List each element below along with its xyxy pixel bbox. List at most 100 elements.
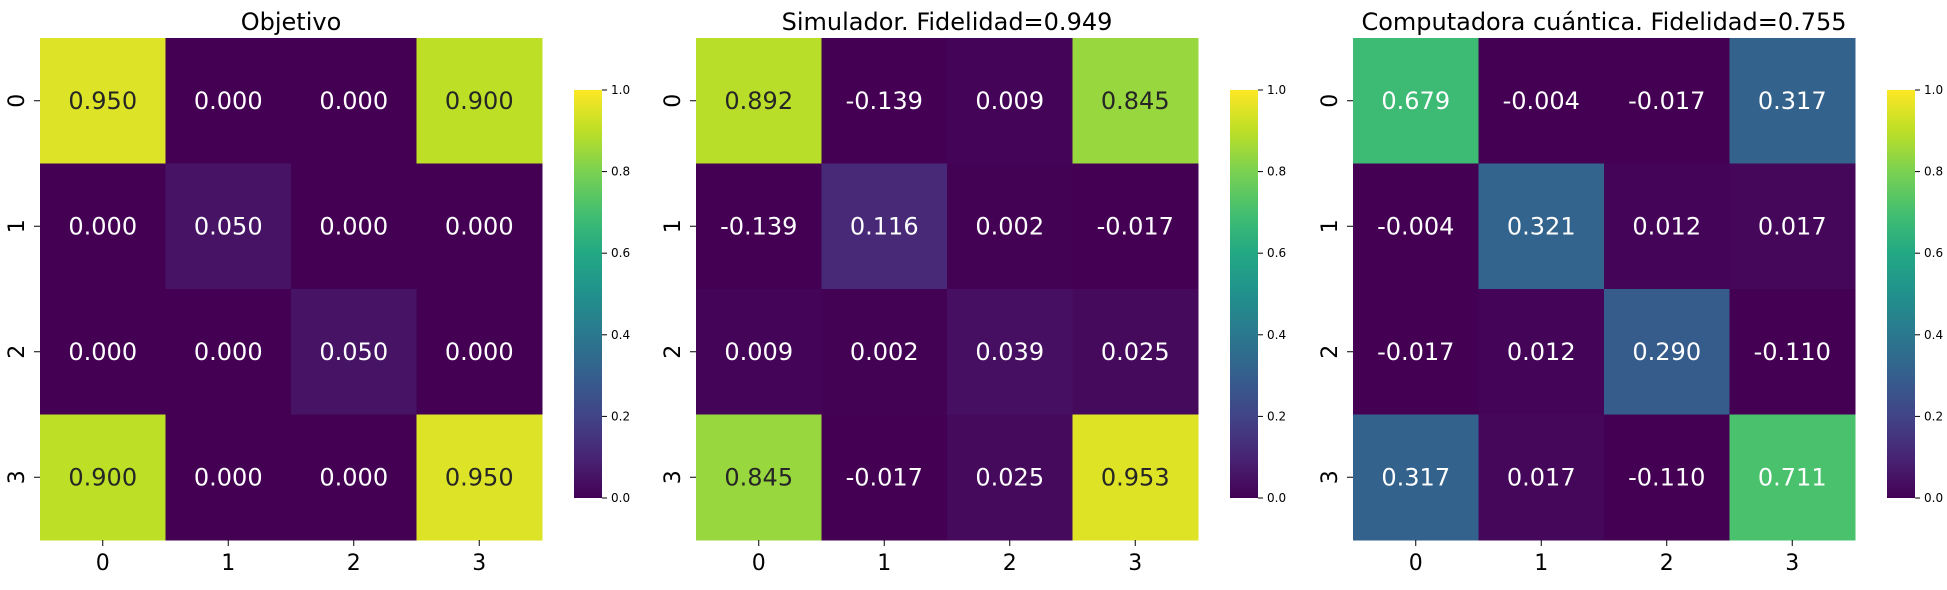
- cell-value-label: 0.892: [724, 87, 793, 115]
- colorbar-tick-label: 0.2: [1924, 409, 1943, 423]
- heatmap-cell: [291, 38, 417, 164]
- x-tick-label: 1: [877, 551, 891, 576]
- cell-value-label: 0.009: [975, 87, 1044, 115]
- colorbar-tick-label: 0.0: [1924, 491, 1943, 505]
- x-tick-label: 2: [1660, 551, 1674, 576]
- heatmap-cell: [1478, 163, 1605, 290]
- x-tick-label: 1: [221, 551, 235, 576]
- heatmap-panel-1: Simulador. Fidelidad=0.949 0.892 -0.139 0.0…: [661, 8, 1286, 576]
- heatmap-cell: [1478, 289, 1605, 415]
- heatmap-cell: [1478, 38, 1605, 164]
- y-tick-label: 2: [5, 345, 30, 359]
- heatmap-cell: [416, 163, 543, 290]
- colorbar-tick-label: 0.8: [1924, 165, 1943, 179]
- heatmap-cell: [416, 289, 543, 415]
- heatmap-cell: [165, 289, 292, 415]
- heatmap-cell: [696, 289, 822, 415]
- cell-value-label: 0.000: [194, 338, 263, 366]
- cell-value-label: 0.290: [1632, 338, 1701, 366]
- heatmap-cell: [1604, 289, 1730, 415]
- heatmap-cell: [1478, 414, 1605, 541]
- heatmap-cell: [40, 163, 166, 290]
- heatmap-cell: [947, 414, 1073, 541]
- cell-value-label: 0.953: [1101, 463, 1170, 491]
- cell-value-label: 0.025: [1101, 338, 1170, 366]
- heatmap-cell: [1072, 414, 1199, 541]
- heatmap-cell: [165, 38, 292, 164]
- cell-value-label: 0.000: [194, 87, 263, 115]
- cell-value-label: 0.845: [724, 463, 793, 491]
- panel-title: Objetivo: [241, 8, 342, 36]
- cell-value-label: 0.002: [975, 212, 1044, 240]
- colorbar-tick-label: 0.4: [1924, 328, 1943, 342]
- cell-value-label: -0.004: [1503, 87, 1580, 115]
- cell-value-label: -0.139: [720, 212, 797, 240]
- x-tick-label: 0: [96, 551, 110, 576]
- cell-value-label: -0.017: [1377, 338, 1454, 366]
- heatmap-cell: [1729, 38, 1856, 164]
- cell-value-label: 0.000: [194, 463, 263, 491]
- y-tick-label: 1: [661, 219, 686, 233]
- colorbar-tick-label: 0.2: [1267, 409, 1286, 423]
- cell-value-label: 0.116: [850, 212, 919, 240]
- cell-value-label: 0.000: [68, 212, 137, 240]
- heatmap-cell: [291, 289, 417, 415]
- heatmap-cell: [165, 163, 292, 290]
- colorbar-tick-label: 0.6: [1267, 246, 1286, 260]
- heatmap-cell: [1604, 163, 1730, 290]
- y-tick-label: 3: [661, 470, 686, 484]
- y-tick-label: 2: [661, 345, 686, 359]
- heatmap-cell: [1353, 38, 1479, 164]
- cell-value-label: 0.321: [1507, 212, 1576, 240]
- heatmap-cell: [1072, 163, 1199, 290]
- colorbar-tick-label: 1.0: [611, 83, 630, 97]
- heatmap-cell: [947, 38, 1073, 164]
- y-tick-label: 0: [5, 94, 30, 108]
- heatmap-cell: [947, 289, 1073, 415]
- colorbar: [1230, 90, 1258, 498]
- heatmap-cell: [291, 414, 417, 541]
- heatmap-cell: [1353, 163, 1479, 290]
- cell-value-label: 0.000: [445, 212, 514, 240]
- heatmap-cell: [821, 414, 948, 541]
- cell-value-label: 0.012: [1632, 212, 1701, 240]
- y-tick-label: 0: [1318, 94, 1343, 108]
- colorbar-tick-label: 0.0: [1267, 491, 1286, 505]
- x-tick-label: 3: [1785, 551, 1799, 576]
- heatmap-panel-2: Computadora cuántica. Fidelidad=0.755 0.6…: [1318, 8, 1943, 576]
- heatmap-cell: [696, 414, 822, 541]
- cell-value-label: 0.900: [445, 87, 514, 115]
- cell-value-label: -0.110: [1754, 338, 1831, 366]
- heatmap-cell: [1353, 414, 1479, 541]
- heatmap-cell: [1604, 414, 1730, 541]
- heatmap-cell: [821, 163, 948, 290]
- x-tick-label: 3: [1128, 551, 1142, 576]
- heatmap-cell: [947, 163, 1073, 290]
- heatmap-cell: [821, 38, 948, 164]
- cell-value-label: 0.002: [850, 338, 919, 366]
- heatmap-cell: [1729, 163, 1856, 290]
- cell-value-label: 0.679: [1381, 87, 1450, 115]
- panel-title: Simulador. Fidelidad=0.949: [782, 8, 1113, 36]
- y-tick-label: 1: [1318, 219, 1343, 233]
- cell-value-label: 0.025: [975, 463, 1044, 491]
- heatmap-cell: [821, 289, 948, 415]
- colorbar-tick-label: 0.6: [611, 246, 630, 260]
- heatmap-cell: [40, 289, 166, 415]
- colorbar-tick-label: 1.0: [1267, 83, 1286, 97]
- heatmap-cell: [165, 414, 292, 541]
- heatmap-cell: [416, 414, 543, 541]
- colorbar-tick-label: 0.4: [1267, 328, 1286, 342]
- cell-value-label: 0.000: [445, 338, 514, 366]
- cell-value-label: 0.317: [1758, 87, 1827, 115]
- x-tick-label: 2: [347, 551, 361, 576]
- cell-value-label: 0.000: [68, 338, 137, 366]
- heatmap-cell: [40, 414, 166, 541]
- x-tick-label: 3: [472, 551, 486, 576]
- heatmap-cell: [40, 38, 166, 164]
- x-tick-label: 1: [1534, 551, 1548, 576]
- colorbar-tick-label: 1.0: [1924, 83, 1943, 97]
- heatmap-cell: [1604, 38, 1730, 164]
- heatmap-cell: [696, 163, 822, 290]
